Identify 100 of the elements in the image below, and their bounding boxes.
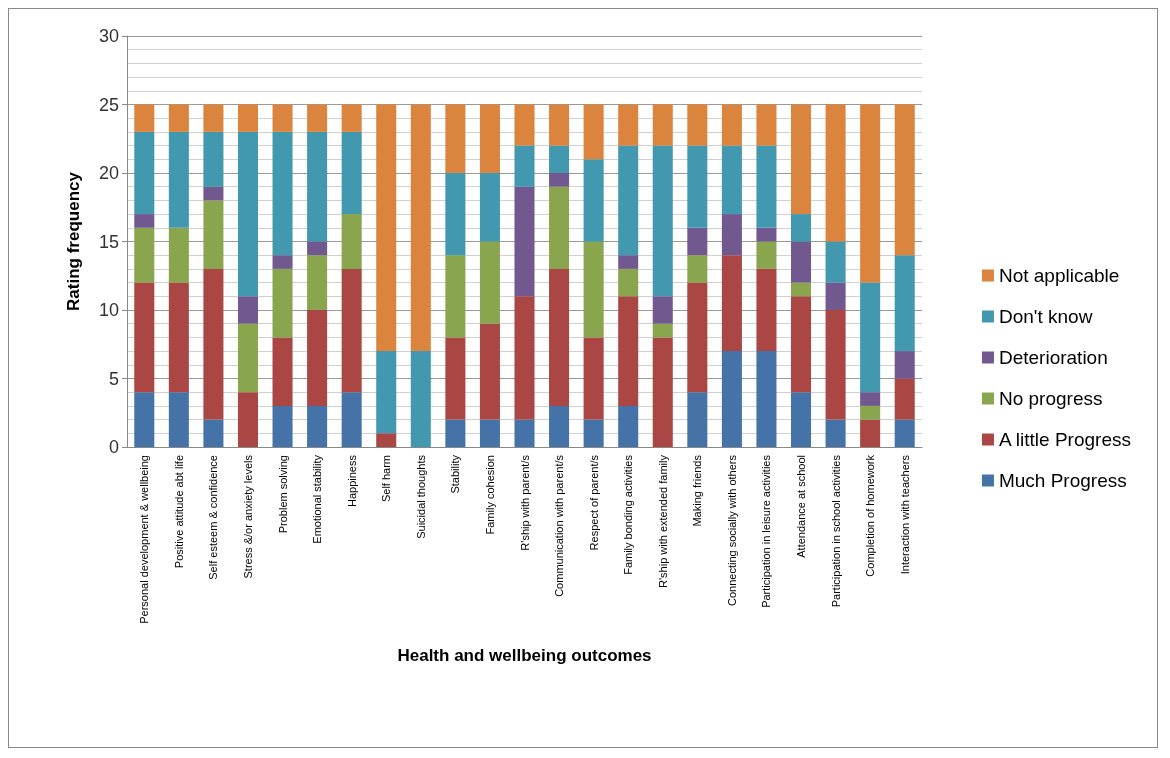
bar: [583, 104, 604, 160]
bar: [376, 351, 397, 434]
bar: [134, 392, 155, 447]
bar: [791, 282, 812, 297]
bar: [203, 200, 224, 269]
bar: [237, 296, 258, 324]
bar: [618, 145, 639, 256]
bar: [134, 104, 155, 132]
bar: [549, 104, 570, 146]
bar: [203, 104, 224, 132]
bar: [825, 104, 846, 242]
x-tick-label: Happiness: [345, 454, 358, 507]
bar: [860, 104, 881, 283]
x-tick-label: Interaction with teachers: [898, 454, 911, 575]
bar: [549, 145, 570, 173]
bar: [168, 392, 189, 447]
bar: [410, 351, 431, 447]
x-tick-label: Family bonding activities: [622, 454, 635, 575]
bar: [341, 131, 362, 215]
bar: [272, 255, 293, 269]
bar: [583, 159, 604, 242]
bar: [756, 268, 777, 352]
bar: [272, 131, 293, 256]
bar: [479, 419, 500, 447]
bar: [791, 214, 812, 242]
y-tick-label: 30: [98, 26, 119, 46]
bar: [549, 268, 570, 406]
x-tick-label: Self esteem & confidence: [207, 455, 220, 580]
bar: [687, 392, 708, 447]
bar: [168, 227, 189, 283]
bar: [237, 104, 258, 132]
legend-label: Much Progress: [998, 470, 1127, 491]
bar: [410, 104, 431, 352]
bar: [134, 214, 155, 228]
bar: [445, 337, 466, 420]
bar: [549, 173, 570, 187]
bar: [134, 227, 155, 283]
bar: [479, 241, 500, 324]
bar: [445, 173, 466, 256]
x-tick-label: R'ship with parent/s: [518, 454, 531, 551]
legend-label: Don't know: [998, 306, 1093, 327]
bar: [168, 131, 189, 228]
bar: [687, 282, 708, 393]
x-tick-label: Attendance at school: [795, 455, 808, 558]
x-tick-label: Positive attitude abt life: [172, 455, 185, 569]
y-tick-label: 25: [98, 94, 119, 115]
x-axis-title: Health and wellbeing outcomes: [397, 646, 652, 665]
x-tick-label: Personal development & wellbeing: [138, 455, 151, 624]
bar: [791, 296, 812, 393]
bar: [307, 255, 328, 310]
bar: [514, 419, 535, 447]
x-tick-label: Making friends: [691, 454, 704, 527]
y-tick-label: 20: [98, 163, 119, 183]
x-tick-label: Emotional stability: [311, 454, 324, 544]
y-tick-label: 10: [98, 300, 119, 320]
bar: [376, 433, 397, 447]
bar: [894, 351, 915, 379]
bar: [583, 419, 604, 447]
bar: [687, 145, 708, 228]
bar: [445, 255, 466, 338]
legend-label: A little Progress: [998, 429, 1131, 450]
bar: [756, 104, 777, 146]
bar: [341, 392, 362, 447]
bar: [168, 282, 189, 393]
bar: [514, 296, 535, 420]
bar: [618, 104, 639, 146]
bar: [376, 104, 397, 352]
bar: [618, 255, 639, 269]
bar: [514, 186, 535, 297]
bar: [134, 131, 155, 215]
bar: [860, 405, 881, 420]
bar: [860, 282, 881, 393]
bar: [341, 214, 362, 269]
bar: [272, 104, 293, 132]
bar: [860, 392, 881, 406]
bar: [756, 241, 777, 269]
bar: [272, 337, 293, 406]
bar: [618, 405, 639, 447]
bar: [237, 131, 258, 297]
bar: [687, 255, 708, 283]
bar: [756, 145, 777, 228]
bar: [479, 104, 500, 173]
bar: [825, 310, 846, 420]
bar: [307, 104, 328, 132]
bar: [134, 282, 155, 393]
bar: [756, 351, 777, 447]
bar: [618, 268, 639, 297]
bar: [894, 255, 915, 352]
bar: [203, 186, 224, 201]
bar: [549, 186, 570, 269]
bar: [652, 104, 673, 146]
legend-label: Not applicable: [998, 265, 1120, 286]
x-tick-label: R'ship with extended family: [656, 454, 669, 588]
y-axis-title: Rating frequency: [64, 171, 83, 311]
bar: [721, 214, 742, 256]
x-tick-label: Family cohesion: [483, 455, 496, 535]
bar: [237, 323, 258, 393]
bar: [341, 104, 362, 132]
x-tick-label: Stability: [449, 454, 462, 494]
bar: [721, 145, 742, 215]
